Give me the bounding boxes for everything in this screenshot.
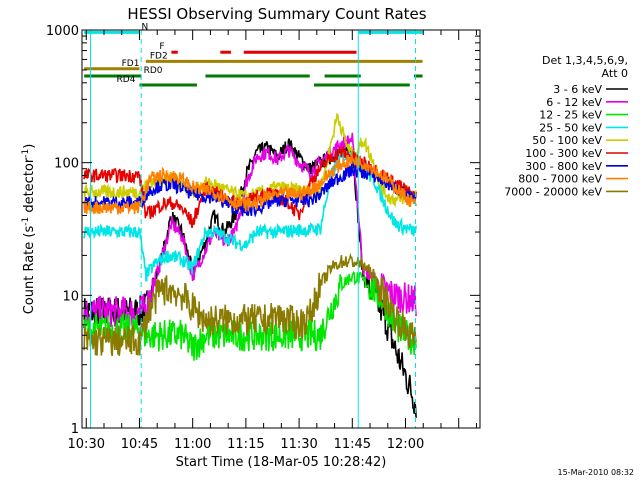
y-tick-label: 100 (54, 157, 79, 172)
legend-header-line-1: Det 1,3,4,5,6,9, (542, 54, 628, 67)
y-tick-label: 10 (62, 289, 79, 304)
vertical-markers (90, 30, 417, 428)
x-tick-label: 11:00 (174, 437, 211, 452)
legend-label-25-50-kev: 25 - 50 keV (539, 121, 602, 134)
flag-label-fd2: FD2 (150, 51, 168, 61)
flag-bars: N F FD1 FD2 RD0 RD4 (84, 22, 423, 87)
legend-label-300-800-kev: 300 - 800 keV (525, 160, 602, 173)
x-tick-label: 10:45 (121, 437, 158, 452)
x-tick-label: 11:45 (334, 437, 371, 452)
footer-timestamp: 15-Mar-2010 08:32 (558, 468, 635, 477)
y-tick-label: 1000 (46, 24, 79, 39)
flag-label-rd0: RD0 (144, 66, 163, 76)
series-line-7000-20000-kev (83, 252, 417, 357)
legend-label-100-300-kev: 100 - 300 keV (525, 147, 602, 160)
chart-title: HESSI Observing Summary Count Rates (127, 5, 426, 23)
flag-label-n: N (141, 22, 148, 32)
series-line-300-800-kev (83, 163, 417, 218)
y-tick-label: 1 (71, 422, 79, 437)
series-line-6-12-kev (83, 132, 417, 328)
plot-area (83, 112, 417, 418)
legend-label-6-12-kev: 6 - 12 keV (546, 96, 602, 109)
series-line-800-7000-kev (83, 153, 417, 215)
flag-label-rd4: RD4 (117, 75, 136, 85)
legend-label-50-100-kev: 50 - 100 keV (532, 134, 602, 147)
legend-header-line-2: Att 0 (602, 67, 628, 80)
x-axis-label: Start Time (18-Mar-05 10:28:42) (176, 455, 387, 470)
x-tick-label: 11:30 (280, 437, 317, 452)
flag-label-f: F (159, 42, 164, 52)
flag-label-fd1: FD1 (122, 59, 140, 69)
legend-label-12-25-kev: 12 - 25 keV (539, 109, 602, 122)
x-tick-label: 10:30 (68, 437, 105, 452)
x-tick-label: 11:15 (227, 437, 264, 452)
y-axis-label: Count Rate (s-1 detector-1) (21, 144, 37, 315)
axes: 1 10 100 1000 10:30 10:45 11:00 11:15 11:30 11:45… (46, 24, 480, 452)
legend-label-7000-20000-kev: 7000 - 20000 keV (504, 185, 602, 198)
x-tick-label: 12:00 (387, 437, 424, 452)
legend-label-3-6-kev: 3 - 6 keV (553, 83, 602, 96)
legend-label-800-7000-kev: 800 - 7000 keV (518, 173, 602, 186)
